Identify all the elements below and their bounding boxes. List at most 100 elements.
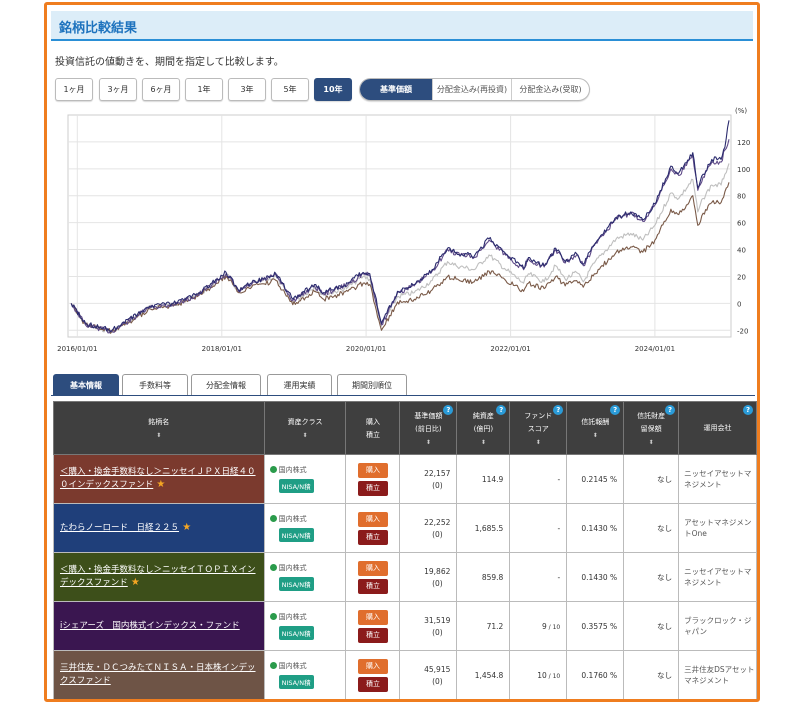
tab-fees[interactable]: 手数料等 [122, 374, 188, 396]
asset-dot-icon [269, 662, 277, 669]
asset-class-cell: 国内株式 NISA/N積 [263, 454, 347, 504]
asset-class: 国内株式 [269, 514, 346, 524]
basis-tab-receive[interactable]: 分配金込み(受取) [519, 85, 582, 94]
sort-icon[interactable]: ⬍ [480, 438, 486, 446]
tab-distributions[interactable]: 分配金情報 [191, 374, 261, 396]
fund-score-cell: - [509, 503, 568, 553]
sort-icon[interactable]: ⬍ [302, 432, 308, 439]
sort-icon[interactable]: ⬍ [535, 438, 541, 446]
purchase-cell: 購入 積立 [345, 601, 401, 651]
help-icon[interactable]: ? [443, 405, 454, 415]
column-header-label: 積立 [365, 430, 380, 439]
asset-class-cell: 国内株式 NISA/N積 [263, 650, 347, 699]
asset-class: 国内株式 [269, 661, 346, 671]
net-assets-cell: 71.2 [456, 601, 511, 651]
purchase-cell: 購入 積立 [345, 503, 401, 553]
favorite-star-icon[interactable]: ★ [153, 479, 166, 490]
company-cell: ニッセイアセットマネジメント [678, 552, 757, 602]
period-button-6m[interactable]: 6ヶ月 [142, 78, 180, 101]
chart-series [70, 120, 730, 334]
fund-name-link[interactable]: iシェアーズ 国内株式インデックス・ファンド [60, 620, 240, 631]
fund-name-cell: たわらノーロード 日経２２５ ★ [53, 503, 265, 553]
price-cell: 22,252 (0) [399, 503, 458, 553]
y-axis-unit: (%) [735, 107, 747, 115]
accumulate-button[interactable]: 積立 [357, 480, 388, 496]
fund-name-link[interactable]: 三井住友・ＤＣつみたてＮＩＳＡ・日本株インデックスファンド [60, 663, 256, 686]
basis-tab-reinvest[interactable]: 分配金込み(再投資) [433, 79, 512, 100]
fund-score: - [557, 523, 561, 533]
period-button-5y[interactable]: 5年 [271, 78, 309, 101]
period-button-3y[interactable]: 3年 [228, 78, 266, 101]
help-icon[interactable]: ? [665, 405, 676, 415]
y-tick-label: 60 [737, 220, 746, 228]
x-tick-label: 2024/01/01 [635, 345, 675, 353]
series-line-3 [70, 120, 730, 333]
fund-score-cell: 10 / 10 [509, 650, 568, 699]
column-header[interactable]: 銘柄名 ⬍ [53, 401, 265, 455]
fund-score: - [557, 572, 561, 582]
column-header[interactable]: 信託財産 留保額 ⬍? [623, 401, 680, 455]
help-icon[interactable]: ? [496, 405, 507, 415]
fund-name-cell: iシェアーズ 国内株式インデックス・ファンド [53, 601, 265, 651]
description: 投資信託の値動きを、期間を指定して比較します。 [55, 57, 284, 68]
fund-score-cell: 9 / 10 [509, 601, 568, 651]
sort-icon[interactable]: ⬍ [592, 432, 598, 439]
trust-fee-cell: 0.2145 % [566, 454, 625, 504]
accumulate-button[interactable]: 積立 [357, 529, 388, 545]
trust-fee-cell: 0.1430 % [566, 552, 625, 602]
accumulate-button[interactable]: 積立 [357, 627, 388, 643]
purchase-cell: 購入 積立 [345, 552, 401, 602]
help-icon[interactable]: ? [610, 405, 621, 415]
period-button-3m[interactable]: 3ヶ月 [99, 78, 137, 101]
column-header-label: 純資産 [472, 411, 494, 420]
fund-name-link[interactable]: ＜購入・換金手数料なし＞ニッセイＪＰＸ日経４００インデックスファンド [60, 467, 256, 490]
trust-fee-cell: 0.1430 % [566, 503, 625, 553]
table-body: ＜購入・換金手数料なし＞ニッセイＪＰＸ日経４００インデックスファンド ★ 国内株式… [53, 454, 757, 699]
accumulate-button[interactable]: 積立 [357, 676, 388, 692]
column-header[interactable]: 信託報酬 ⬍? [566, 401, 625, 455]
nav-price: 19,862 [424, 566, 451, 576]
x-tick-label: 2016/01/01 [57, 345, 97, 353]
nisa-badge: NISA/N積 [278, 479, 314, 493]
asset-class-label: 国内株式 [278, 613, 307, 621]
asset-class-label: 国内株式 [278, 515, 307, 523]
period-button-1y[interactable]: 1年 [185, 78, 223, 101]
y-tick-label: 0 [737, 300, 741, 308]
column-header[interactable]: 基準価額 (前日比) ⬍? [399, 401, 458, 455]
help-icon[interactable]: ? [743, 405, 753, 415]
favorite-star-icon[interactable]: ★ [179, 521, 192, 533]
tab-period-ranking[interactable]: 期間別順位 [337, 374, 407, 396]
help-icon[interactable]: ? [553, 405, 564, 415]
buy-button[interactable]: 購入 [357, 658, 388, 674]
basis-tab-nav[interactable]: 基準価額 [360, 79, 433, 100]
asset-dot-icon [269, 515, 277, 522]
sort-icon[interactable]: ⬍ [156, 432, 162, 439]
y-tick-label: 80 [737, 193, 746, 201]
table-row: iシェアーズ 国内株式インデックス・ファンド 国内株式 NISA/N積 購入 積立 31,… [53, 601, 757, 651]
sort-icon[interactable]: ⬍ [425, 438, 431, 446]
column-header[interactable]: 純資産 (億円) ⬍? [456, 401, 511, 455]
period-button-1m[interactable]: 1ヶ月 [55, 78, 93, 101]
fund-name-link[interactable]: ＜購入・換金手数料なし＞ニッセイＴＯＰＩＸインデックスファンド [60, 565, 256, 588]
sort-icon[interactable]: ⬍ [648, 438, 654, 446]
favorite-star-icon[interactable]: ★ [127, 577, 140, 588]
column-header[interactable]: 資産クラス ⬍ [263, 401, 347, 455]
accumulate-button[interactable]: 積立 [357, 578, 388, 594]
price-change: (0) [432, 480, 443, 490]
buy-button[interactable]: 購入 [357, 560, 388, 576]
column-header-label: 資産クラス [287, 418, 323, 426]
nisa-badge: NISA/N積 [278, 675, 314, 689]
price-cell: 45,915 (0) [399, 650, 458, 699]
buy-button[interactable]: 購入 [357, 609, 388, 625]
period-button-10y[interactable]: 10年 [314, 78, 352, 101]
tab-performance[interactable]: 運用実績 [267, 374, 332, 396]
y-tick-label: 100 [737, 166, 750, 174]
column-header[interactable]: ファンド スコア ⬍? [509, 401, 568, 455]
basis-toggle: 基準価額 分配金込み(再投資) 分配金込み(受取) [359, 78, 590, 101]
buy-button[interactable]: 購入 [357, 511, 388, 527]
fund-name-link[interactable]: たわらノーロード 日経２２５ [60, 522, 180, 533]
buy-button[interactable]: 購入 [357, 462, 388, 478]
nav-price: 22,252 [424, 517, 451, 527]
fund-name-cell: ＜購入・換金手数料なし＞ニッセイＴＯＰＩＸインデックスファンド ★ [53, 552, 265, 602]
tab-basic-info[interactable]: 基本情報 [53, 374, 119, 396]
